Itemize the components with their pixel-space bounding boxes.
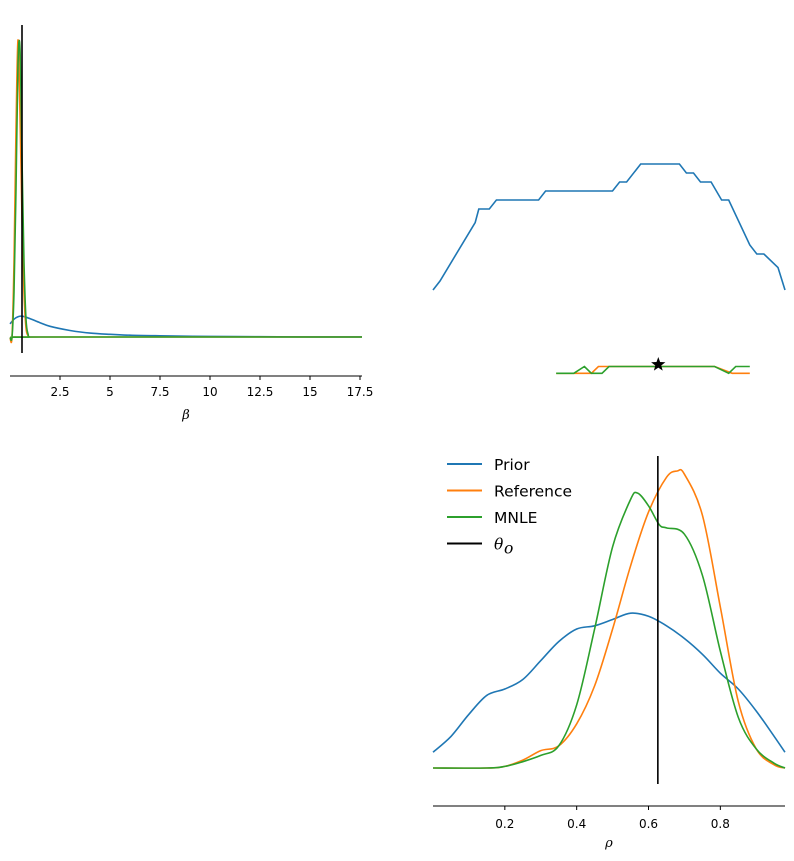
beta-prior-density-line xyxy=(9,315,362,338)
x-tick-label: 12.5 xyxy=(247,385,274,399)
x-tick-label: 7.5 xyxy=(150,385,169,399)
joint-mnle-contour xyxy=(556,365,750,375)
x-tick-label: 0.6 xyxy=(639,817,658,831)
legend-prior-label: Prior xyxy=(494,456,530,474)
rho-prior-density-line xyxy=(432,612,786,753)
joint-prior-contour xyxy=(432,163,786,291)
beta-marginal-panel: 2.5 5 7.5 10 12.5 15 17.5 β xyxy=(9,25,374,423)
rho-mnle-density-line xyxy=(432,491,786,769)
observed-star-marker xyxy=(651,357,666,371)
x-tick-label: 10 xyxy=(202,385,217,399)
x-tick-label: 5 xyxy=(106,385,114,399)
legend-mnle-label: MNLE xyxy=(494,509,537,527)
legend: Prior Reference MNLE θ o xyxy=(447,456,572,558)
legend-observed-subscript: o xyxy=(504,540,513,558)
beta-rho-joint-panel xyxy=(432,163,786,375)
x-axis-label: ρ xyxy=(604,836,613,851)
x-tick-label: 2.5 xyxy=(50,385,69,399)
x-axis-label: β xyxy=(181,408,190,423)
beta-mnle-density-line xyxy=(9,39,362,342)
x-tick-label: 0.2 xyxy=(495,817,514,831)
rho-reference-density-line xyxy=(432,468,786,769)
x-tick-label: 15 xyxy=(302,385,317,399)
beta-reference-density-line xyxy=(9,39,362,344)
x-tick-label: 0.8 xyxy=(711,817,730,831)
legend-observed-label: θ xyxy=(494,536,504,554)
x-tick-label: 0.4 xyxy=(567,817,586,831)
legend-reference-label: Reference xyxy=(494,483,572,501)
rho-marginal-panel: 0.2 0.4 0.6 0.8 ρ xyxy=(432,456,786,851)
x-tick-label: 17.5 xyxy=(347,385,374,399)
